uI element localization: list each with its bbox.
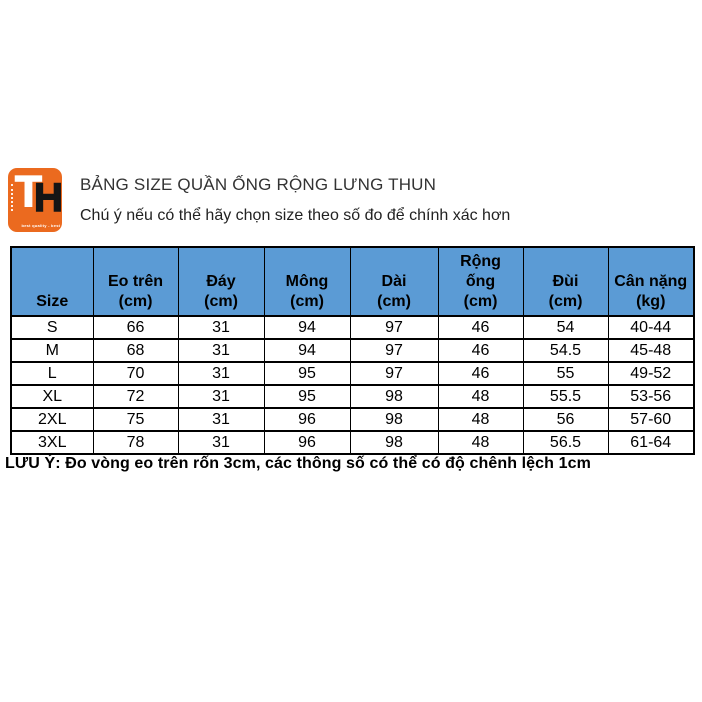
value-cell: 97 — [349, 315, 439, 340]
column-header: Mông (cm) — [263, 246, 351, 317]
size-cell: 2XL — [10, 407, 94, 432]
table-row: XL 72 31 95 98 48 55.5 53-56 — [10, 384, 695, 409]
value-cell: 54.5 — [522, 338, 609, 363]
value-cell: 95 — [263, 361, 351, 386]
value-cell: 70 — [92, 361, 179, 386]
value-cell: 48 — [437, 407, 524, 432]
logo-letter-h: H — [33, 176, 63, 220]
column-header: Eo trên (cm) — [92, 246, 179, 317]
value-cell: 46 — [437, 315, 524, 340]
page-title: BẢNG SIZE QUẦN ỐNG RỘNG LƯNG THUN — [80, 175, 437, 194]
value-cell: 49-52 — [607, 361, 695, 386]
column-header: Cân nặng (kg) — [607, 246, 695, 317]
value-cell: 56.5 — [522, 430, 609, 455]
value-cell: 97 — [349, 338, 439, 363]
value-cell: 55.5 — [522, 384, 609, 409]
logo-letter-t: T — [14, 167, 42, 216]
logo-tagline: best quality - best price — [21, 223, 73, 229]
value-cell: 46 — [437, 338, 524, 363]
table-row: M 68 31 94 97 46 54.5 45-48 — [10, 338, 695, 363]
value-cell: 31 — [177, 430, 265, 455]
column-header: Rộng ống (cm) — [437, 246, 524, 317]
value-cell: 72 — [92, 384, 179, 409]
value-cell: 40-44 — [607, 315, 695, 340]
value-cell: 98 — [349, 407, 439, 432]
table-row: 3XL 78 31 96 98 48 56.5 61-64 — [10, 430, 695, 455]
table-row: L 70 31 95 97 46 55 49-52 — [10, 361, 695, 386]
value-cell: 94 — [263, 338, 351, 363]
value-cell: 66 — [92, 315, 179, 340]
brand-logo: T H best quality - best price — [8, 167, 73, 232]
logo-side-mark — [11, 184, 13, 211]
value-cell: 78 — [92, 430, 179, 455]
value-cell: 53-56 — [607, 384, 695, 409]
value-cell: 98 — [349, 430, 439, 455]
value-cell: 94 — [263, 315, 351, 340]
value-cell: 31 — [177, 407, 265, 432]
value-cell: 98 — [349, 384, 439, 409]
value-cell: 55 — [522, 361, 609, 386]
page-subtitle: Chú ý nếu có thể hãy chọn size theo số đ… — [80, 207, 511, 224]
size-cell: XL — [10, 384, 94, 409]
size-cell: 3XL — [10, 430, 94, 455]
size-cell: S — [10, 315, 94, 340]
value-cell: 48 — [437, 384, 524, 409]
value-cell: 54 — [522, 315, 609, 340]
size-cell: L — [10, 361, 94, 386]
table-row: 2XL 75 31 96 98 48 56 57-60 — [10, 407, 695, 432]
column-header: Dài (cm) — [349, 246, 439, 317]
value-cell: 46 — [437, 361, 524, 386]
size-cell: M — [10, 338, 94, 363]
size-table-body: S 66 31 94 97 46 54 40-44 M 68 31 94 97 46 54.5 45-48 L 7… — [10, 315, 695, 455]
column-header: Size — [10, 246, 94, 317]
value-cell: 95 — [263, 384, 351, 409]
table-row: S 66 31 94 97 46 54 40-44 — [10, 315, 695, 340]
value-cell: 31 — [177, 361, 265, 386]
value-cell: 96 — [263, 430, 351, 455]
value-cell: 48 — [437, 430, 524, 455]
value-cell: 75 — [92, 407, 179, 432]
value-cell: 97 — [349, 361, 439, 386]
column-header: Đùi (cm) — [522, 246, 609, 317]
value-cell: 31 — [177, 315, 265, 340]
value-cell: 31 — [177, 384, 265, 409]
value-cell: 96 — [263, 407, 351, 432]
size-table-header-row: Size Eo trên (cm) Đáy (cm) Mông (cm) Dài (cm… — [10, 246, 695, 317]
value-cell: 61-64 — [607, 430, 695, 455]
size-table: Size Eo trên (cm) Đáy (cm) Mông (cm) Dài (cm… — [10, 246, 695, 455]
value-cell: 56 — [522, 407, 609, 432]
value-cell: 31 — [177, 338, 265, 363]
column-header: Đáy (cm) — [177, 246, 265, 317]
value-cell: 45-48 — [607, 338, 695, 363]
note-text: LƯU Ý: Đo vòng eo trên rốn 3cm, các thôn… — [5, 455, 591, 472]
value-cell: 68 — [92, 338, 179, 363]
value-cell: 57-60 — [607, 407, 695, 432]
